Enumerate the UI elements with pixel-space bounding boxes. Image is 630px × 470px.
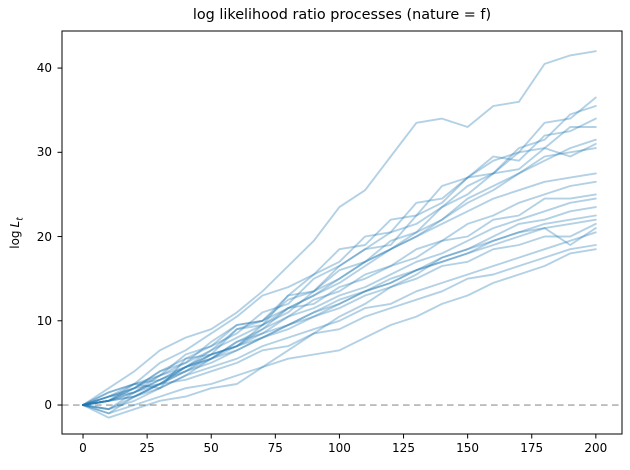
llr-path: [82, 248, 597, 415]
x-tick-label: 0: [79, 441, 87, 455]
axes-frame: [61, 30, 623, 435]
y-axis-label-variable: L: [8, 220, 22, 228]
llr-path: [82, 214, 597, 406]
llr-path: [82, 117, 597, 406]
y-tick-label: 10: [36, 313, 52, 328]
x-tick-label: 175: [520, 441, 544, 455]
y-tick-label: 30: [36, 145, 52, 160]
llr-path: [82, 138, 597, 411]
llr-path: [82, 105, 597, 415]
llr-path: [82, 231, 597, 411]
y-tick-label: 20: [36, 229, 52, 244]
plot-title: log likelihood ratio processes (nature =…: [192, 7, 492, 23]
y-tick-label: 0: [44, 398, 52, 412]
x-tick-label: 100: [327, 441, 351, 455]
x-tick-label: 50: [203, 441, 219, 455]
llr-path: [82, 227, 597, 406]
llr-path: [82, 96, 597, 406]
y-tick-label: 40: [36, 61, 52, 76]
llr-path: [82, 244, 597, 406]
llr-path: [82, 197, 597, 406]
x-tick-label: 125: [392, 441, 415, 455]
llr-path: [82, 147, 597, 406]
llr-path: [82, 193, 597, 406]
llr-path: [82, 180, 597, 411]
llr-path: [82, 126, 597, 406]
x-tick-label: 150: [456, 441, 480, 455]
llr-path: [82, 142, 597, 406]
llr-path: [82, 172, 597, 406]
x-tick-label: 200: [584, 441, 608, 455]
y-axis-label-subscript: t: [15, 217, 26, 221]
x-tick-label: 75: [267, 441, 283, 455]
llr-path: [82, 218, 597, 406]
llr-path: [82, 206, 597, 419]
llr-path: [82, 50, 597, 406]
x-tick-label: 25: [139, 441, 155, 455]
llr-path: [82, 222, 597, 406]
